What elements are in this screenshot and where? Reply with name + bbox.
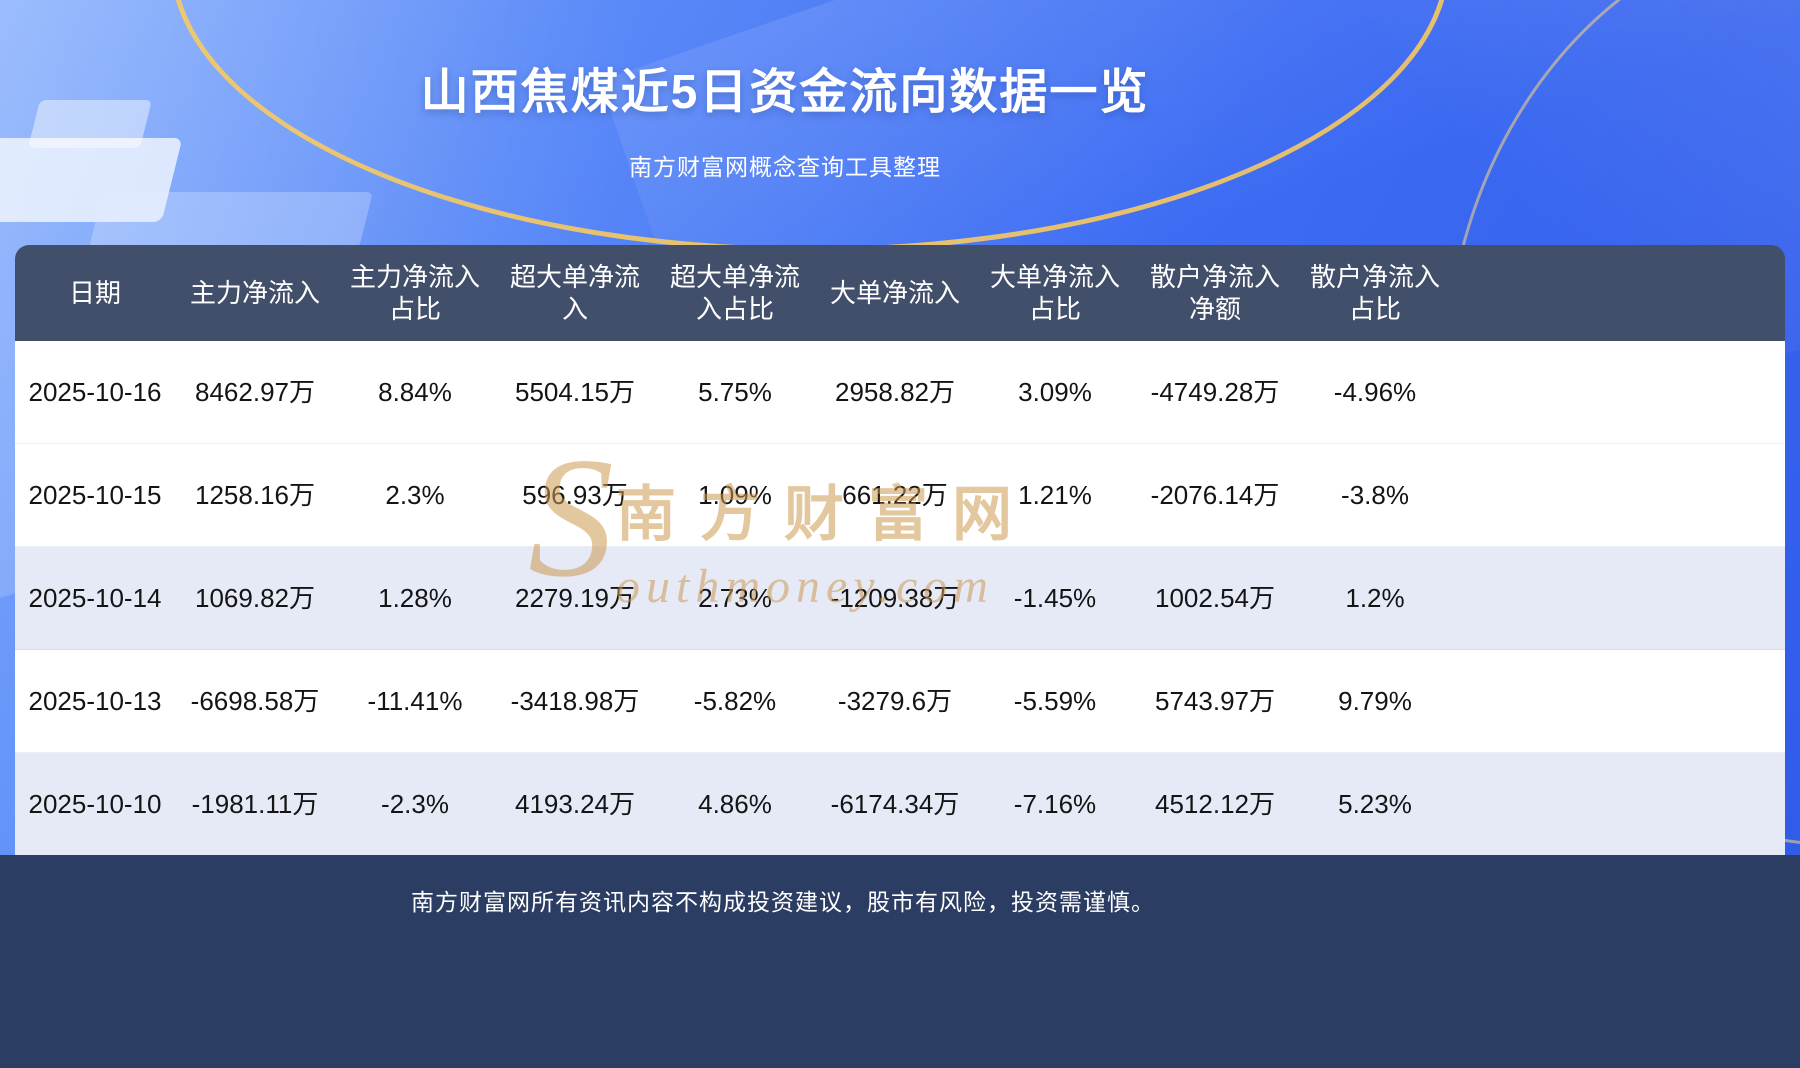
table-cell: -6174.34万 xyxy=(830,789,960,820)
table-header-row: 日期 主力净流入 主力净流入 占比 超大单净流 入超大单净流 入占比 大单净流入 大单净流… xyxy=(15,245,1785,341)
table-row: 2025-10-14 1069.82万 1.28% 2279.19万 2.73% -120… xyxy=(15,547,1785,650)
table-body: 2025-10-16 8462.97万 8.84% 5504.15万 5.75% 2958… xyxy=(15,341,1785,856)
table-header-cell: 散户净流入 净额 xyxy=(1149,261,1280,325)
table-cell: -3.8% xyxy=(1341,480,1409,511)
table-cell: -5.82% xyxy=(693,686,777,717)
table-cell: -5.59% xyxy=(1013,686,1097,717)
table-cell: 2.3% xyxy=(385,480,445,511)
table-cell: 2.73% xyxy=(698,583,772,614)
table-cell: 2279.19万 xyxy=(515,583,635,614)
table-cell: 1002.54万 xyxy=(1155,583,1275,614)
table-cell: -1209.38万 xyxy=(830,583,960,614)
table-cell: 1.2% xyxy=(1345,583,1405,614)
table-cell: 9.79% xyxy=(1338,686,1412,717)
table-cell: -3279.6万 xyxy=(837,686,953,717)
table-cell: 1069.82万 xyxy=(195,583,315,614)
table-cell-date: 2025-10-10 xyxy=(28,789,162,820)
table-cell: -4.96% xyxy=(1333,377,1417,408)
table-cell: -6698.58万 xyxy=(190,686,320,717)
table-cell: 4512.12万 xyxy=(1155,789,1275,820)
table-cell-date: 2025-10-13 xyxy=(28,686,162,717)
table-row: 2025-10-15 1258.16万 2.3% 596.93万 1.09% 661.22… xyxy=(15,444,1785,547)
table-cell: 3.09% xyxy=(1018,377,1092,408)
table-cell: 8.84% xyxy=(378,377,452,408)
table-cell: 5.75% xyxy=(698,377,772,408)
table-row: 2025-10-16 8462.97万 8.84% 5504.15万 5.75% 2958… xyxy=(15,341,1785,444)
table-cell: 2958.82万 xyxy=(835,377,955,408)
table-cell-date: 2025-10-14 xyxy=(28,583,162,614)
table-header-cell: 超大单净流 入占比 xyxy=(669,261,800,325)
footer-disclaimer-band: 南方财富网所有资讯内容不构成投资建议，股市有风险，投资需谨慎。 xyxy=(0,855,1800,1068)
table-header-cell: 主力净流入 xyxy=(189,277,320,308)
table-header-cell: 日期 xyxy=(68,277,121,308)
podium-block-decor xyxy=(89,192,373,248)
table-cell: 5504.15万 xyxy=(515,377,635,408)
table-cell: 4193.24万 xyxy=(515,789,635,820)
table-cell: -2.3% xyxy=(381,789,449,820)
table-cell: 1258.16万 xyxy=(195,480,315,511)
table-cell: -2076.14万 xyxy=(1150,480,1280,511)
table-header-cell: 主力净流入 占比 xyxy=(349,261,480,325)
table-header-cell: 大单净流入 占比 xyxy=(989,261,1120,325)
table-cell-date: 2025-10-15 xyxy=(28,480,162,511)
table-cell: 5743.97万 xyxy=(1155,686,1275,717)
table-header-cell: 散户净流入 占比 xyxy=(1309,261,1440,325)
table-cell: 1.09% xyxy=(698,480,772,511)
table-header-cell: 超大单净流 入 xyxy=(509,261,640,325)
table-cell: -1981.11万 xyxy=(191,789,319,820)
table-cell: -4749.28万 xyxy=(1150,377,1280,408)
table-cell-date: 2025-10-16 xyxy=(28,377,162,408)
table-cell: -3418.98万 xyxy=(510,686,640,717)
table-cell: -1.45% xyxy=(1013,583,1097,614)
table-cell: 5.23% xyxy=(1338,789,1412,820)
page-subtitle: 南方财富网概念查询工具整理 xyxy=(629,154,941,180)
fund-flow-table: 日期 主力净流入 主力净流入 占比 超大单净流 入超大单净流 入占比 大单净流入 大单净流… xyxy=(15,245,1785,856)
gold-arc-decor xyxy=(170,0,1450,252)
table-cell: 8462.97万 xyxy=(195,377,315,408)
table-cell: 4.86% xyxy=(698,789,772,820)
table-header-cell: 大单净流入 xyxy=(829,277,960,308)
table-cell: 1.28% xyxy=(378,583,452,614)
table-cell: 596.93万 xyxy=(522,480,628,511)
page-title: 山西焦煤近5日资金流向数据一览 xyxy=(420,66,1150,119)
table-row: 2025-10-13 -6698.58万 -11.41% -3418.98万 -5.82… xyxy=(15,650,1785,753)
table-cell: -7.16% xyxy=(1013,789,1097,820)
table-cell: 661.22万 xyxy=(842,480,948,511)
table-cell: 1.21% xyxy=(1018,480,1092,511)
table-cell: -11.41% xyxy=(367,686,463,717)
table-row: 2025-10-10 -1981.11万 -2.3% 4193.24万 4.86% -61… xyxy=(15,753,1785,856)
footer-disclaimer-text: 南方财富网所有资讯内容不构成投资建议，股市有风险，投资需谨慎。 xyxy=(411,889,1155,915)
